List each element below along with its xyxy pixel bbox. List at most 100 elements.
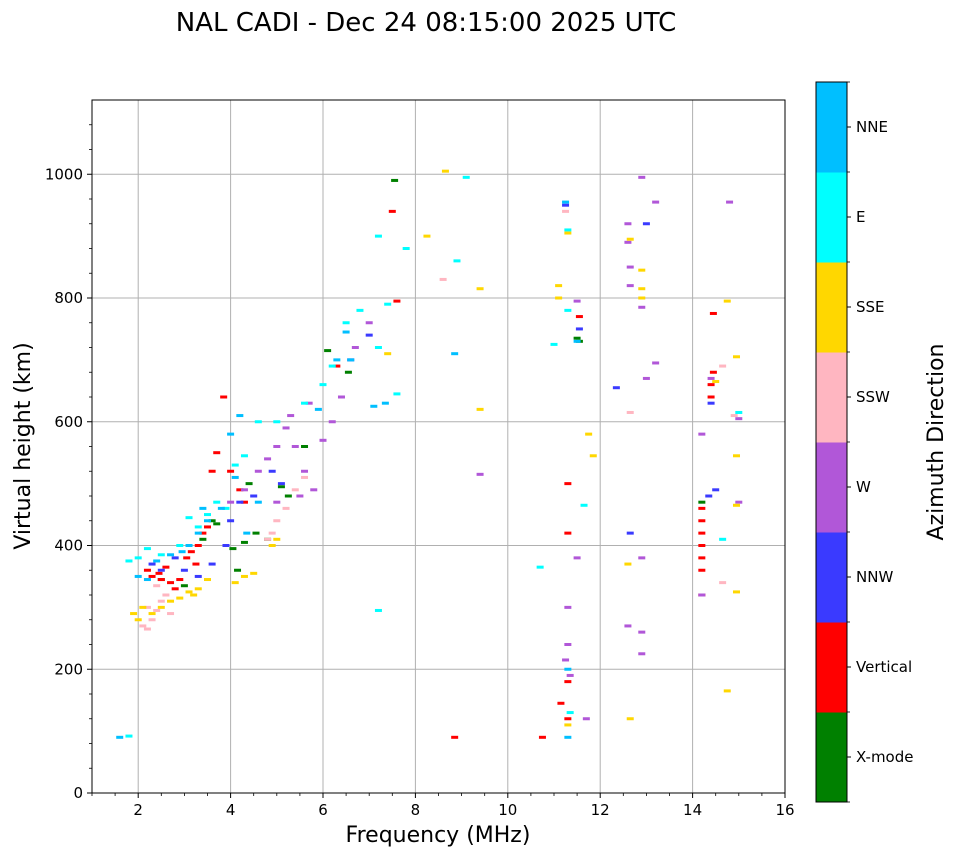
colorbar-swatch bbox=[816, 352, 847, 443]
data-point bbox=[139, 624, 147, 628]
data-point bbox=[204, 525, 211, 529]
data-point bbox=[250, 571, 258, 575]
data-point bbox=[284, 494, 292, 498]
colorbar-swatch bbox=[816, 622, 847, 713]
data-point bbox=[626, 717, 634, 721]
data-point bbox=[562, 658, 570, 662]
data-point bbox=[564, 231, 572, 235]
data-point bbox=[638, 652, 646, 656]
data-point bbox=[328, 420, 336, 424]
data-point bbox=[273, 445, 281, 448]
data-point bbox=[564, 605, 572, 609]
y-tick-label: 1000 bbox=[45, 165, 83, 183]
data-point bbox=[562, 203, 570, 207]
data-point bbox=[707, 383, 715, 387]
data-point bbox=[566, 711, 574, 715]
data-point bbox=[564, 723, 572, 727]
data-point bbox=[324, 349, 332, 353]
data-point bbox=[250, 494, 258, 498]
data-point bbox=[287, 414, 295, 418]
data-point bbox=[626, 284, 634, 288]
data-point bbox=[536, 565, 544, 569]
x-axis-label: Frequency (MHz) bbox=[346, 823, 531, 848]
data-point bbox=[351, 346, 359, 349]
data-point bbox=[273, 519, 281, 523]
data-point bbox=[707, 395, 715, 399]
data-point bbox=[116, 735, 124, 739]
data-point bbox=[240, 574, 248, 578]
data-point bbox=[190, 593, 198, 597]
data-point bbox=[204, 513, 211, 517]
gridlines bbox=[92, 100, 785, 793]
data-point bbox=[652, 361, 660, 365]
data-point bbox=[384, 302, 392, 306]
data-point bbox=[391, 178, 399, 182]
plot-frame bbox=[91, 99, 786, 794]
y-tick-label: 200 bbox=[54, 660, 83, 678]
data-point bbox=[234, 568, 242, 572]
data-point bbox=[220, 395, 228, 399]
data-point bbox=[726, 200, 734, 204]
data-point bbox=[167, 612, 175, 616]
data-point bbox=[178, 550, 186, 554]
data-point bbox=[575, 327, 583, 331]
data-point bbox=[730, 414, 738, 418]
data-point bbox=[638, 287, 646, 291]
data-point bbox=[236, 500, 244, 504]
data-point bbox=[638, 556, 646, 560]
colorbar-category-label: NNW bbox=[856, 568, 893, 586]
data-point bbox=[562, 209, 570, 213]
data-point bbox=[735, 410, 743, 414]
data-point bbox=[277, 485, 285, 489]
data-point bbox=[719, 364, 727, 368]
data-point bbox=[573, 336, 581, 340]
data-point bbox=[213, 500, 221, 504]
data-point bbox=[365, 321, 373, 325]
colorbar-category-label: W bbox=[856, 478, 871, 496]
data-point bbox=[153, 584, 161, 588]
data-point bbox=[333, 358, 341, 362]
chart-title: NAL CADI - Dec 24 08:15:00 2025 UTC bbox=[176, 8, 676, 38]
data-point bbox=[585, 432, 593, 436]
data-point bbox=[143, 578, 151, 582]
data-point bbox=[254, 500, 262, 504]
y-tick-label: 600 bbox=[54, 413, 83, 431]
x-tick-label: 8 bbox=[411, 801, 421, 819]
data-point bbox=[229, 547, 237, 551]
data-point bbox=[624, 222, 632, 226]
data-point bbox=[439, 277, 447, 281]
colorbar-frame bbox=[815, 81, 848, 803]
data-point bbox=[254, 469, 262, 473]
data-point bbox=[314, 407, 322, 411]
data-point bbox=[564, 482, 572, 486]
data-point bbox=[575, 315, 583, 319]
data-point bbox=[732, 590, 740, 594]
data-point bbox=[176, 578, 184, 582]
data-point bbox=[213, 451, 221, 455]
data-point bbox=[187, 550, 195, 554]
data-point bbox=[698, 432, 706, 436]
data-point bbox=[566, 673, 574, 677]
data-point bbox=[143, 627, 151, 631]
data-point bbox=[180, 568, 188, 572]
data-point bbox=[240, 454, 248, 458]
x-tick-label: 16 bbox=[775, 801, 794, 819]
data-point bbox=[167, 553, 175, 557]
data-point bbox=[698, 519, 706, 523]
data-point bbox=[476, 287, 484, 291]
data-point bbox=[199, 506, 207, 510]
data-point bbox=[227, 432, 235, 436]
data-point bbox=[580, 503, 588, 507]
data-point bbox=[638, 305, 646, 309]
data-point bbox=[277, 482, 285, 486]
data-point bbox=[705, 494, 713, 498]
data-point bbox=[698, 593, 706, 597]
data-point bbox=[723, 689, 731, 693]
data-point bbox=[707, 376, 715, 380]
data-point bbox=[573, 339, 581, 343]
data-point bbox=[291, 445, 299, 448]
data-point bbox=[243, 531, 251, 535]
data-point bbox=[162, 593, 170, 597]
data-point bbox=[319, 438, 327, 442]
data-point bbox=[388, 209, 396, 213]
